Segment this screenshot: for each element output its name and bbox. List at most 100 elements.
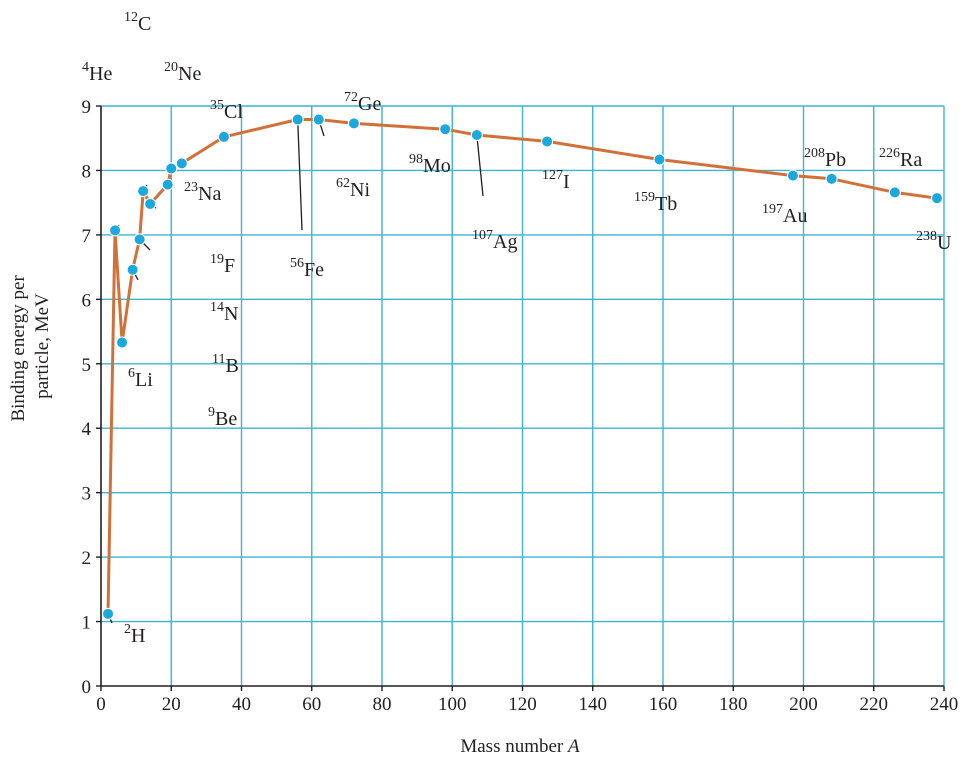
label-leader-lines xyxy=(107,119,484,624)
binding-energy-curve xyxy=(106,118,938,614)
element-symbol: H xyxy=(131,625,145,647)
marker-h-2 xyxy=(102,607,115,620)
x-tick-label-60: 60 xyxy=(302,694,321,715)
x-tick-label-180: 180 xyxy=(719,694,748,715)
x-tick-label-140: 140 xyxy=(579,694,608,715)
marker-ge-72 xyxy=(347,117,360,130)
label-he-4: 4He xyxy=(82,60,112,85)
grid-lines xyxy=(101,105,945,686)
mass-number: 12 xyxy=(124,10,138,25)
x-tick-label-120: 120 xyxy=(508,694,537,715)
mass-number: 107 xyxy=(472,228,493,243)
element-symbol: Fe xyxy=(304,259,324,281)
x-axis-label-variable: A xyxy=(566,736,580,757)
y-tick-label-3: 3 xyxy=(82,484,92,505)
y-tick-label-7: 7 xyxy=(82,226,92,247)
label-fe-56: 56Fe xyxy=(290,256,324,281)
marker-f-19 xyxy=(161,178,174,191)
leader-ag-107 xyxy=(476,134,484,197)
y-axis-label-line-2: particle, MeV xyxy=(32,293,53,399)
data-markers xyxy=(102,113,943,620)
nuclide-labels: 2H4He6Li9Be11B12C14N19F20Ne23Na35Cl56Fe6… xyxy=(82,10,952,647)
marker-ni-62 xyxy=(312,113,325,126)
label-ra-226: 226Ra xyxy=(879,146,922,171)
y-tick-label-0: 0 xyxy=(82,677,92,698)
label-be-9: 9Be xyxy=(208,405,237,430)
label-tb-159: 159Tb xyxy=(634,190,677,215)
marker-he-4 xyxy=(109,224,122,237)
mass-number: 19 xyxy=(210,252,224,267)
mass-number: 14 xyxy=(210,300,224,315)
x-tick-label-220: 220 xyxy=(860,694,889,715)
x-tick-label-80: 80 xyxy=(373,694,392,715)
mass-number: 4 xyxy=(82,60,89,75)
mass-number: 35 xyxy=(210,98,224,113)
axes xyxy=(96,105,945,691)
element-symbol: U xyxy=(937,232,952,254)
label-ge-72: 72Ge xyxy=(344,90,381,115)
marker-tb-159 xyxy=(653,153,666,166)
x-tick-label-0: 0 xyxy=(96,694,106,715)
tick-labels: 0 20 40 60 80 100 120 140 160 180 200 220 2400123456… xyxy=(82,97,959,715)
mass-number: 208 xyxy=(804,146,825,161)
y-tick-label-4: 4 xyxy=(82,419,92,440)
element-symbol: Ne xyxy=(178,63,201,85)
element-symbol: Pb xyxy=(825,149,846,171)
y-axis-label-line-1: Binding energy per xyxy=(8,275,29,422)
x-tick-label-100: 100 xyxy=(438,694,467,715)
x-tick-label-40: 40 xyxy=(232,694,251,715)
mass-number: 98 xyxy=(409,152,423,167)
marker-ag-107 xyxy=(470,129,483,141)
marker-b-11 xyxy=(133,233,146,246)
element-symbol: B xyxy=(225,355,238,377)
label-ni-62: 62Ni xyxy=(336,176,370,201)
label-c-12: 12C xyxy=(124,10,151,35)
element-symbol: C xyxy=(138,13,151,35)
x-axis-label-text: Mass number xyxy=(460,736,568,757)
x-tick-label-160: 160 xyxy=(649,694,678,715)
marker-ra-226 xyxy=(888,186,901,199)
element-symbol: Cl xyxy=(224,101,243,123)
leader-fe-56 xyxy=(297,119,303,231)
series-line xyxy=(106,118,938,614)
marker-pb-208 xyxy=(825,172,838,185)
label-mo-98: 98Mo xyxy=(409,152,451,177)
element-symbol: Ag xyxy=(493,231,517,253)
marker-be-9 xyxy=(126,263,139,276)
y-tick-label-1: 1 xyxy=(82,613,92,634)
label-ag-107: 107Ag xyxy=(472,228,517,253)
element-symbol: I xyxy=(563,171,570,193)
label-i-127: 127I xyxy=(542,168,570,193)
mass-number: 238 xyxy=(916,229,937,244)
label-n-14: 14N xyxy=(210,300,238,325)
element-symbol: F xyxy=(224,255,235,277)
element-symbol: N xyxy=(224,303,238,325)
mass-number: 23 xyxy=(184,180,198,195)
marker-mo-98 xyxy=(439,123,452,136)
marker-na-23 xyxy=(175,157,188,170)
label-h-2: 2H xyxy=(124,622,145,647)
marker-au-197 xyxy=(786,169,799,182)
element-symbol: Au xyxy=(783,205,807,227)
x-tick-label-200: 200 xyxy=(789,694,818,715)
mass-number: 2 xyxy=(124,622,131,637)
y-tick-label-8: 8 xyxy=(82,161,92,182)
marker-ne-20 xyxy=(165,162,178,175)
mass-number: 6 xyxy=(128,366,135,381)
mass-number: 11 xyxy=(212,352,225,367)
element-symbol: Ge xyxy=(358,93,381,115)
label-li-6: 6Li xyxy=(128,366,153,391)
mass-number: 9 xyxy=(208,405,215,420)
label-f-19: 19F xyxy=(210,252,235,277)
mass-number: 72 xyxy=(344,90,358,105)
y-tick-label-9: 9 xyxy=(82,97,92,118)
element-symbol: Ni xyxy=(350,179,370,201)
mass-number: 226 xyxy=(879,146,900,161)
element-symbol: Tb xyxy=(655,193,677,215)
y-tick-label-5: 5 xyxy=(82,355,92,376)
y-axis-label: Binding energy per particle, MeV xyxy=(8,270,53,421)
marker-fe-56 xyxy=(291,113,304,126)
element-symbol: Li xyxy=(135,369,153,391)
element-symbol: He xyxy=(89,63,112,85)
